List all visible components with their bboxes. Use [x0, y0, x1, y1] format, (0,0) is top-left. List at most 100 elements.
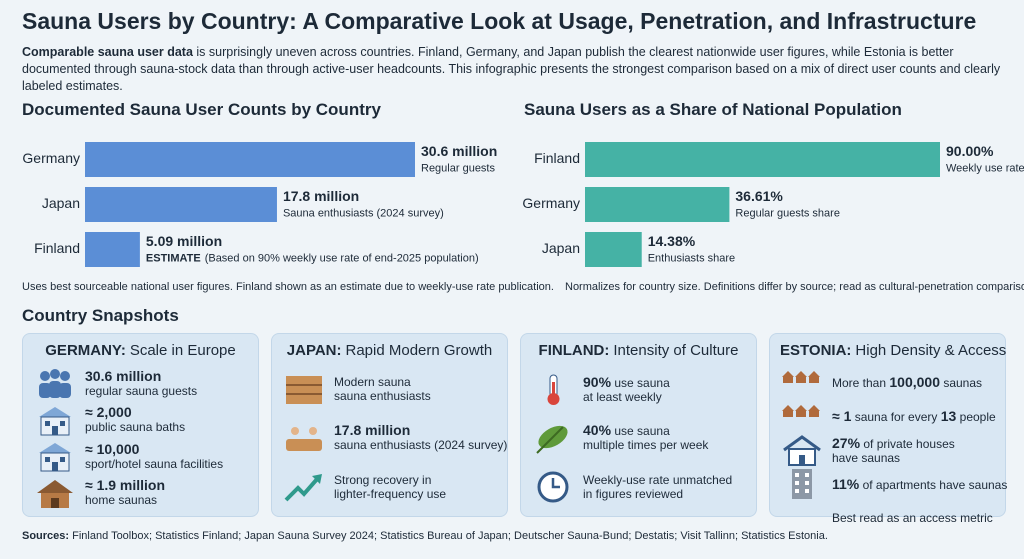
note-text: Sauna enthusiasts (2024 survey) — [283, 207, 444, 219]
card-title: FINLAND: Intensity of Culture — [531, 342, 746, 359]
category-label: Finland — [534, 150, 580, 166]
card: GERMANY: Scale in Europe 30.6 million regul… — [22, 333, 259, 517]
sources: Sources: Finland Toolbox; Statistics Fin… — [22, 530, 828, 542]
icon — [286, 426, 322, 451]
card-subtitle: Intensity of Culture — [613, 342, 739, 359]
item-line: home saunas — [85, 493, 165, 507]
card-item: ≈ 2,000 public sauna baths — [33, 403, 248, 437]
card-title: GERMANY: Scale in Europe — [33, 342, 248, 359]
intro: Comparable sauna user data is surprising… — [22, 44, 1007, 95]
item-line: 27% of private houses — [832, 436, 955, 451]
bar — [85, 187, 277, 222]
item-line: lighter-frequency use — [334, 487, 446, 501]
sources-text: Finland Toolbox; Statistics Finland; Jap… — [69, 530, 828, 542]
value-label: 90.00% — [946, 143, 994, 159]
note-text: (Based on 90% weekly use rate of end-202… — [205, 252, 479, 264]
item-text: saunas — [939, 375, 983, 390]
icon — [39, 369, 71, 399]
chart-footnote: Normalizes for country size. Definitions… — [565, 281, 1024, 293]
item-line: 11% of apartments have saunas — [832, 477, 1007, 492]
item-figure: 13 — [940, 407, 957, 424]
item-text: Weekly-use rate unmatched in figures revi… — [583, 473, 732, 501]
item-line: More than 100,000 saunas — [832, 375, 982, 390]
item-line: Weekly-use rate unmatched — [583, 473, 732, 487]
icon — [782, 405, 820, 417]
item-line: public sauna baths — [85, 420, 185, 434]
card: FINLAND: Intensity of Culture 90% use saun… — [520, 333, 757, 517]
card-subtitle: Scale in Europe — [129, 342, 236, 359]
item-text: ≈ 2,000 public sauna baths — [85, 405, 185, 434]
value-label: 5.09 million — [146, 233, 222, 249]
item-text: ≈ 1.9 million home saunas — [85, 478, 165, 507]
icon — [286, 376, 322, 405]
icon — [536, 425, 568, 454]
category-label: Finland — [34, 240, 80, 256]
item-text: Best read as an access metric — [832, 511, 993, 525]
item-text: use sauna — [611, 424, 670, 439]
item-line: 17.8 million — [334, 423, 507, 438]
item-text: sport/hotel sauna facilities — [85, 456, 224, 471]
icon — [39, 406, 71, 436]
item-figure: 30.6 million — [85, 367, 162, 384]
card-items: 30.6 million regular sauna guests ≈ 2,000 p… — [33, 365, 248, 511]
item-line: in figures reviewed — [583, 487, 732, 501]
card-items: More than 100,000 saunas ≈ 1 sauna for ev… — [780, 365, 1007, 525]
icon — [39, 443, 71, 472]
item-text: lighter-frequency use — [334, 486, 447, 501]
chart-footnote: Uses best sourceable national user figur… — [22, 281, 554, 293]
card-item: Weekly-use rate unmatched in figures revi… — [531, 470, 746, 504]
item-text: of private houses — [860, 436, 955, 451]
item-line: ≈ 1 sauna for every 13 people — [832, 409, 996, 424]
card-item: ≈ 1 sauna for every 13 people — [780, 399, 996, 433]
bar — [585, 142, 940, 177]
item-text: Weekly-use rate unmatched — [583, 472, 733, 487]
sources-label: Sources: — [22, 530, 70, 542]
item-figure: 17.8 million — [334, 422, 411, 439]
card: JAPAN: Rapid Modern Growth Modern sauna sau… — [271, 333, 508, 517]
item-text: 11% of apartments have saunas — [832, 477, 1007, 492]
icon — [37, 479, 73, 508]
item-line: ≈ 2,000 — [85, 405, 185, 420]
card-country: ESTONIA: — [780, 342, 852, 359]
card-item: ≈ 1.9 million home saunas — [33, 476, 248, 510]
item-line: sauna enthusiasts (2024 survey) — [334, 438, 507, 452]
card-item: 90% use sauna at least weekly — [531, 372, 746, 406]
bar-note: Weekly use rate — [946, 162, 1024, 174]
item-line: sauna enthusiasts — [334, 389, 431, 403]
card-subtitle: Rapid Modern Growth — [345, 342, 493, 359]
intro-text: is surprisingly uneven across countries.… — [22, 45, 1001, 93]
card-country: GERMANY: — [45, 342, 126, 359]
bar — [585, 232, 642, 267]
bar-note: Sauna enthusiasts (2024 survey) — [283, 207, 444, 219]
item-figure: ≈ 1.9 million — [85, 477, 166, 494]
bar-note: Regular guests — [421, 162, 495, 174]
card-item: ≈ 10,000 sport/hotel sauna facilities — [33, 439, 248, 473]
item-text: Best read as an access metric — [832, 511, 993, 525]
value-label: 36.61% — [735, 188, 783, 204]
item-text: use sauna — [611, 375, 670, 390]
card-item: Strong recovery in lighter-frequency use — [282, 470, 497, 504]
card-country: FINLAND: — [538, 342, 610, 359]
item-text: people — [956, 409, 996, 424]
item-line: 40% use sauna — [583, 423, 708, 438]
item-line: Best read as an access metric — [832, 511, 993, 525]
item-line: 90% use sauna — [583, 375, 670, 390]
item-text: 90% use sauna at least weekly — [583, 375, 670, 404]
item-text: ≈ 1 sauna for every 13 people — [832, 409, 996, 424]
note-text: Regular guests — [421, 162, 495, 174]
note-text: Enthusiasts share — [648, 252, 735, 264]
card-item: More than 100,000 saunas — [780, 365, 995, 399]
item-text: More than 100,000 saunas — [832, 375, 982, 390]
item-line: ≈ 10,000 — [85, 442, 223, 457]
note-text: Regular guests share — [735, 207, 840, 219]
item-text: public sauna baths — [85, 420, 186, 435]
card-item: 30.6 million regular sauna guests — [33, 366, 248, 400]
item-figure: 100,000 — [889, 373, 940, 390]
item-text: 30.6 million regular sauna guests — [85, 369, 197, 398]
chart-title: Sauna Users as a Share of National Popul… — [524, 100, 902, 119]
item-text: sauna enthusiasts — [334, 389, 431, 404]
card-title: ESTONIA: High Density & Access — [780, 342, 1006, 359]
item-text: 27% of private houses have saunas — [832, 436, 955, 465]
bar — [85, 142, 415, 177]
